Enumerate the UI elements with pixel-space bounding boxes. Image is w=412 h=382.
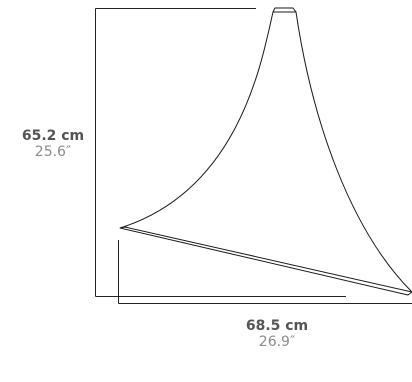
product-right-curve — [295, 11, 412, 293]
width-metric-value: 68.5 cm — [245, 318, 309, 334]
product-top-cap — [272, 7, 297, 13]
width-label: 68.5 cm 26.9″ — [232, 318, 322, 350]
height-dimension-bracket — [95, 8, 346, 297]
height-imperial-value: 25.6″ — [34, 144, 72, 161]
product-left-curve — [119, 11, 274, 229]
height-metric-value: 65.2 cm — [21, 128, 85, 144]
width-imperial-value: 26.9″ — [258, 334, 296, 351]
width-dimension-bracket — [118, 240, 412, 304]
product-outline — [119, 7, 412, 296]
height-label: 65.2 cm 25.6″ — [14, 128, 92, 160]
product-base-edge — [119, 226, 412, 296]
